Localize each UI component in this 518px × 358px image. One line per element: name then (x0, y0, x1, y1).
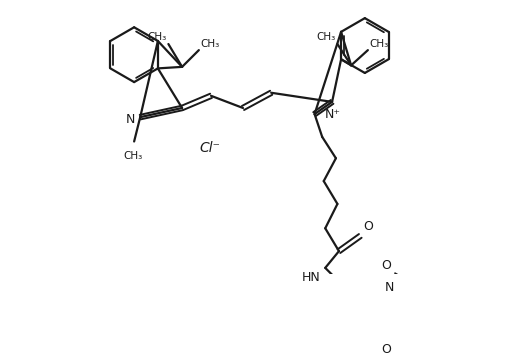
Text: HN: HN (302, 271, 321, 284)
Text: O: O (381, 259, 391, 272)
Text: N: N (385, 281, 394, 294)
Text: O: O (363, 220, 373, 233)
Text: CH₃: CH₃ (316, 32, 336, 42)
Text: Cl⁻: Cl⁻ (200, 141, 221, 155)
Text: CH₃: CH₃ (124, 151, 143, 161)
Text: CH₃: CH₃ (200, 39, 220, 49)
Text: O: O (381, 343, 391, 356)
Text: CH₃: CH₃ (148, 32, 167, 42)
Text: N⁺: N⁺ (324, 107, 340, 121)
Text: CH₃: CH₃ (369, 39, 388, 49)
Text: N: N (126, 113, 135, 126)
